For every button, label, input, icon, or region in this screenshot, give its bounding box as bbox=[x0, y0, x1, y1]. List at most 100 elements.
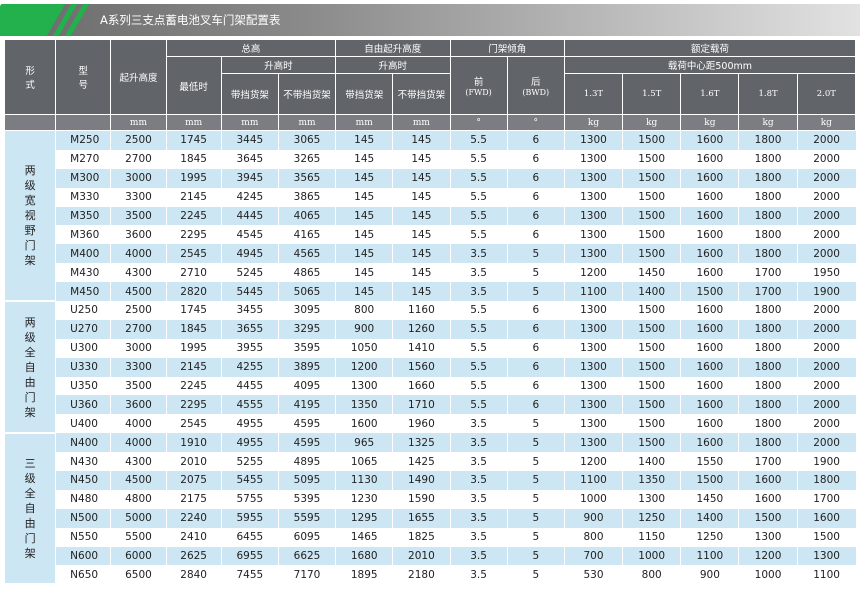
value-cell: 3.5 bbox=[449, 282, 508, 302]
unit-cell: mm bbox=[277, 114, 337, 131]
model-cell: N400 bbox=[55, 433, 111, 453]
value-cell: 3655 bbox=[220, 319, 279, 339]
model-cell: M450 bbox=[55, 282, 111, 302]
model-cell: M400 bbox=[55, 244, 111, 264]
value-cell: 5.5 bbox=[449, 168, 508, 188]
header-front: 前 (FWD) bbox=[449, 56, 508, 115]
value-cell: 6455 bbox=[220, 527, 279, 547]
value-cell: 1500 bbox=[622, 301, 681, 320]
value-cell: 900 bbox=[335, 319, 393, 339]
value-cell: 5 bbox=[506, 282, 565, 302]
value-cell: 1700 bbox=[738, 452, 798, 472]
header-lift-height: 起升高度 bbox=[110, 39, 167, 115]
value-cell: 1400 bbox=[680, 508, 739, 528]
value-cell: 1350 bbox=[622, 471, 681, 490]
value-cell: 3.5 bbox=[449, 527, 508, 547]
model-cell: U270 bbox=[55, 319, 111, 339]
value-cell: 4455 bbox=[220, 376, 279, 396]
value-cell: 145 bbox=[392, 263, 450, 283]
value-cell: 1550 bbox=[680, 452, 739, 472]
value-cell: 1800 bbox=[738, 376, 798, 396]
value-cell: 1590 bbox=[392, 489, 450, 509]
value-cell: 1995 bbox=[165, 168, 222, 188]
value-cell: 5 bbox=[506, 508, 565, 528]
value-cell: 6 bbox=[506, 357, 565, 377]
value-cell: 1500 bbox=[622, 168, 681, 188]
value-cell: 3955 bbox=[220, 338, 279, 358]
value-cell: 1800 bbox=[738, 225, 798, 245]
value-cell: 3300 bbox=[110, 357, 167, 377]
table-row: M300 3000 1995 3945 3565 145 145 5.5 6 1300 1500 16… bbox=[5, 168, 856, 188]
value-cell: 5.5 bbox=[449, 130, 508, 150]
model-cell: M430 bbox=[55, 263, 111, 283]
unit-cell: mm bbox=[220, 114, 279, 131]
value-cell: 5445 bbox=[220, 282, 279, 302]
value-cell: 4300 bbox=[110, 452, 167, 472]
model-cell: N600 bbox=[55, 546, 111, 566]
value-cell: 2000 bbox=[796, 376, 856, 396]
value-cell: 2010 bbox=[165, 452, 222, 472]
value-cell: 1425 bbox=[392, 452, 450, 472]
model-cell: M250 bbox=[55, 130, 111, 150]
value-cell: 1700 bbox=[738, 282, 798, 302]
value-cell: 145 bbox=[392, 206, 450, 226]
value-cell: 1800 bbox=[738, 301, 798, 320]
value-cell: 1500 bbox=[680, 282, 739, 302]
value-cell: 4300 bbox=[110, 263, 167, 283]
value-cell: 900 bbox=[680, 565, 739, 585]
value-cell: 4800 bbox=[110, 489, 167, 509]
value-cell: 3.5 bbox=[449, 244, 508, 264]
value-cell: 1600 bbox=[680, 225, 739, 245]
header-capacity: 1.5T bbox=[622, 73, 682, 115]
value-cell: 4245 bbox=[220, 187, 279, 207]
mast-form-label: 三级全自由门架 bbox=[3, 433, 56, 586]
value-cell: 1300 bbox=[563, 225, 623, 245]
table-row: N600 6000 2625 6955 6625 1680 2010 3.5 5 700 1000 1… bbox=[5, 546, 856, 566]
value-cell: 800 bbox=[563, 527, 623, 547]
value-cell: 1845 bbox=[165, 149, 222, 169]
header-load-center: 载荷中心距500mm bbox=[563, 56, 857, 74]
value-cell: 1300 bbox=[796, 546, 856, 566]
value-cell: 4595 bbox=[277, 414, 336, 434]
value-cell: 1500 bbox=[622, 357, 681, 377]
value-cell: 4255 bbox=[220, 357, 279, 377]
header-free-when-lifted: 升高时 bbox=[335, 56, 451, 74]
value-cell: 1845 bbox=[165, 319, 222, 339]
value-cell: 1300 bbox=[563, 206, 623, 226]
value-cell: 145 bbox=[335, 206, 393, 226]
value-cell: 2145 bbox=[165, 357, 222, 377]
value-cell: 1500 bbox=[622, 414, 681, 434]
header-free-lift: 自由起升高度 bbox=[335, 39, 451, 57]
header-capacity: 1.8T bbox=[738, 73, 798, 115]
table-row: U270 2700 1845 3655 3295 900 1260 5.5 6 1300 1500 1… bbox=[5, 319, 856, 339]
value-cell: 2180 bbox=[392, 565, 450, 585]
value-cell: 2245 bbox=[165, 206, 222, 226]
value-cell: 4165 bbox=[277, 225, 336, 245]
value-cell: 1900 bbox=[796, 452, 856, 472]
value-cell: 3.5 bbox=[449, 471, 508, 490]
value-cell: 3265 bbox=[277, 149, 336, 169]
value-cell: 3600 bbox=[110, 395, 167, 415]
value-cell: 5.5 bbox=[449, 395, 508, 415]
value-cell: 6 bbox=[506, 301, 565, 320]
value-cell: 4895 bbox=[277, 452, 336, 472]
value-cell: 1910 bbox=[165, 433, 222, 453]
model-cell: U250 bbox=[55, 301, 111, 320]
value-cell: 5.5 bbox=[449, 319, 508, 339]
value-cell: 3300 bbox=[110, 187, 167, 207]
value-cell: 1995 bbox=[165, 338, 222, 358]
value-cell: 1000 bbox=[563, 489, 623, 509]
table-row: U330 3300 2145 4255 3895 1200 1560 5.5 6 1300 1500… bbox=[5, 357, 856, 377]
value-cell: 2000 bbox=[796, 301, 856, 320]
value-cell: 145 bbox=[335, 263, 393, 283]
value-cell: 1450 bbox=[622, 263, 681, 283]
value-cell: 1350 bbox=[335, 395, 393, 415]
header-form: 形式 bbox=[3, 39, 57, 115]
table-row: 三级全自由门架 N400 4000 1910 4955 4595 965 1325 3.5 5 13… bbox=[3, 433, 856, 586]
value-cell: 2295 bbox=[165, 225, 222, 245]
value-cell: 5 bbox=[506, 452, 565, 472]
value-cell: 3000 bbox=[110, 168, 167, 188]
value-cell: 2500 bbox=[110, 301, 167, 320]
value-cell: 1300 bbox=[563, 376, 623, 396]
value-cell: 3000 bbox=[110, 338, 167, 358]
